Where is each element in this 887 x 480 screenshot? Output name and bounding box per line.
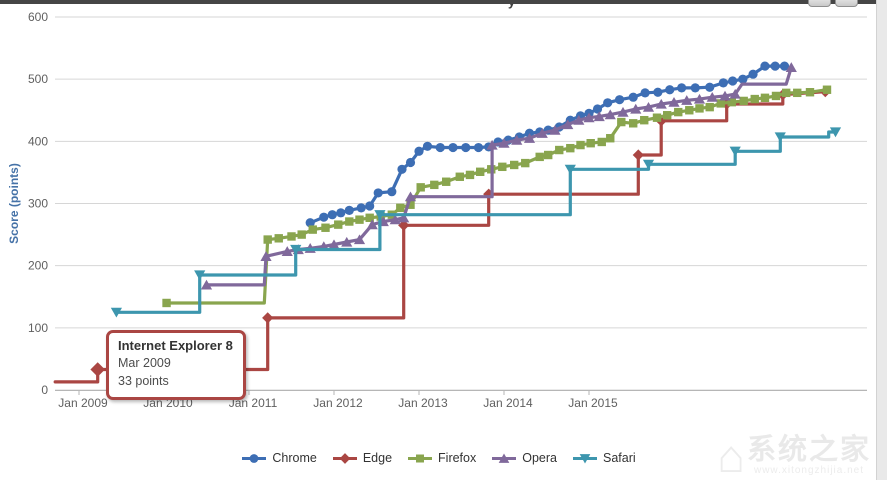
series-safari [110,127,842,318]
series-opera [200,62,797,290]
cropped-title-text: y [508,4,522,10]
legend-item-firefox[interactable]: Firefox [407,451,476,465]
y-axis-title: Score (points) [7,163,21,244]
series-opera-markers [200,62,797,290]
watermark-house-icon: ⌂ [717,429,745,480]
legend-label: Firefox [438,451,477,465]
chart-legend: Chrome Edge Firefox Opera Safari [0,451,877,465]
legend-marker-firefox [408,454,433,462]
tooltip-title: Internet Explorer 8 [118,338,233,353]
x-axis-tick-label: Jan 2009 [58,396,108,410]
series-safari-markers [110,127,842,318]
vertical-scrollbar[interactable] [876,0,887,480]
tooltip-value: 33 points [118,374,169,389]
series-chrome [305,61,790,228]
tooltip: Internet Explorer 8 Mar 2009 33 points [106,330,246,400]
watermark-url: www.xitongzhijia.net [753,465,865,476]
watermark: ⌂ 系统之家 www.xitongzhijia.net [717,429,871,480]
legend-item-edge[interactable]: Edge [332,451,392,465]
legend-label: Chrome [272,451,317,465]
print-chart-button[interactable] [808,0,831,7]
y-axis-tick-label: 500 [28,72,48,86]
gridlines [55,16,867,395]
y-axis-tick-label: 200 [28,259,48,273]
y-axis-tick-label: 300 [28,197,48,211]
x-axis-tick-label: Jan 2012 [313,396,363,410]
legend-label: Safari [602,451,636,465]
legend-marker-opera [492,453,517,463]
legend-marker-chrome [242,453,267,463]
legend-marker-edge [332,452,357,464]
tooltip-date: Mar 2009 [118,356,171,371]
y-axis-tick-label: 0 [41,383,48,397]
legend-item-safari[interactable]: Safari [572,451,636,465]
window-top-edge [0,0,877,4]
x-axis-tick-label: Jan 2014 [483,396,533,410]
y-axis-tick-label: 100 [28,321,48,335]
watermark-text: 系统之家 [746,434,871,466]
legend-marker-safari [572,453,597,463]
y-axis-tick-label: 400 [28,134,48,148]
export-chart-button[interactable] [835,0,858,7]
legend-item-chrome[interactable]: Chrome [241,451,317,465]
x-axis-tick-label: Jan 2015 [568,396,618,410]
y-axis-tick-label: 600 [28,10,48,24]
series-safari-line [114,130,838,314]
legend-label: Edge [362,451,393,465]
legend-item-opera[interactable]: Opera [491,451,557,465]
x-axis-tick-label: Jan 2013 [398,396,448,410]
legend-label: Opera [522,451,557,465]
series-opera-line [204,65,793,287]
